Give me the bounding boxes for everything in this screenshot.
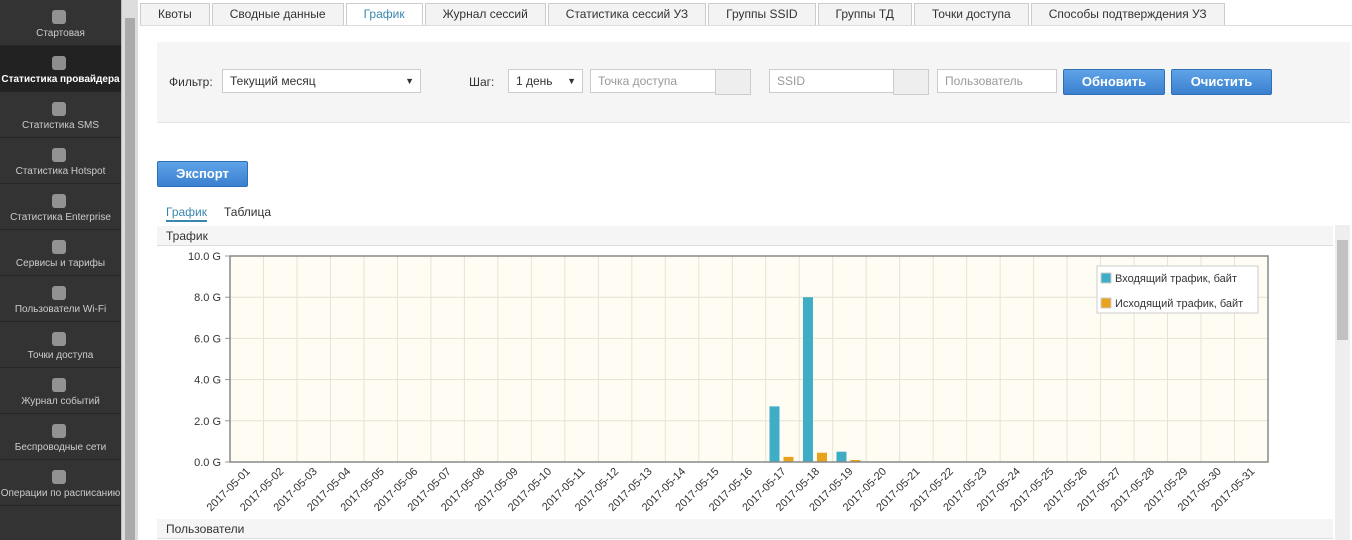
icon [52, 378, 66, 392]
content-scrollbar [1335, 225, 1350, 540]
tab[interactable]: Группы SSID [708, 3, 816, 25]
button-text: Экспорт [176, 166, 229, 181]
user-input[interactable]: Пользователь [937, 69, 1057, 93]
sidebar-label: Статистика SMS [22, 120, 99, 131]
sidebar-label: Стартовая [36, 28, 85, 39]
button-text: Очистить [1190, 74, 1253, 89]
access-point-button[interactable] [715, 69, 751, 95]
y-tick-label: 8.0 G [194, 292, 221, 304]
view-tab[interactable]: Таблица [224, 205, 272, 219]
tabs: Квоты Сводные данные График Журнал сессий Ст… [140, 3, 1352, 26]
y-tick-label: 2.0 G [194, 416, 221, 428]
legend-box [1096, 265, 1259, 314]
sidebar-item[interactable]: Статистика Hotspot [0, 138, 121, 184]
icon [52, 240, 66, 254]
bar [850, 459, 861, 462]
refresh-button[interactable]: Обновить [1063, 69, 1165, 95]
caret: ▼ [567, 76, 576, 86]
panel-header: Пользователи [157, 519, 1333, 539]
tab[interactable]: Группы ТД [817, 3, 912, 25]
bar [783, 456, 794, 462]
caret: ▼ [405, 76, 414, 86]
sidebar-item[interactable]: Статистика SMS [0, 92, 121, 138]
access-point-input[interactable]: Точка доступа [590, 69, 716, 93]
icon [52, 470, 66, 484]
clear-button[interactable]: Очистить [1171, 69, 1272, 95]
sidebar-label: Статистика провайдера [1, 74, 120, 85]
legend-swatch [1100, 272, 1112, 284]
export-button[interactable]: Экспорт [157, 161, 248, 187]
chart: 0.0 G2.0 G4.0 G6.0 G8.0 G10.0 G2017-05-0… [188, 251, 1269, 514]
step-select[interactable]: 1 день ▼ [508, 69, 583, 93]
legend-label: Исходящий трафик, байт [1115, 298, 1243, 310]
plot-background [230, 256, 1268, 462]
sidebar-label: Беспроводные сети [14, 442, 107, 453]
sidebar-label: Журнал событий [21, 396, 100, 407]
icon [52, 56, 66, 70]
y-tick-label: 0.0 G [194, 457, 221, 469]
period-value: Текущий месяц [230, 74, 316, 88]
sidebar-item[interactable]: Беспроводные сети [0, 414, 121, 460]
icon [52, 424, 66, 438]
icon [52, 332, 66, 346]
legend-swatch [1100, 297, 1112, 309]
sidebar-item[interactable]: Статистика провайдера [0, 46, 121, 92]
tab[interactable]: Точки доступа [913, 3, 1029, 25]
sidebar-item[interactable]: Стартовая [0, 0, 121, 46]
sidebar-label: Пользователи Wi-Fi [14, 304, 107, 315]
scroll-thumb [125, 18, 135, 540]
sidebar-item[interactable]: Журнал событий [0, 368, 121, 414]
sidebar: Стартовая Статистика провайдера Статистика… [0, 0, 121, 540]
view-tab[interactable]: График [166, 205, 207, 222]
sidebar-item[interactable]: Операции по расписанию [0, 460, 121, 506]
sidebar-item[interactable]: Пользователи Wi-Fi [0, 276, 121, 322]
ssid-button[interactable] [893, 69, 929, 95]
tab[interactable]: Способы подтверждения УЗ [1030, 3, 1225, 25]
sidebar-item[interactable]: Статистика Enterprise [0, 184, 121, 230]
icon [52, 194, 66, 208]
icon [52, 148, 66, 162]
step-value: 1 день [516, 74, 553, 88]
panel-header: Трафик [157, 226, 1333, 246]
y-tick-label: 4.0 G [194, 375, 221, 387]
sidebar-label: Операции по расписанию [0, 488, 121, 499]
y-tick-label: 10.0 G [188, 251, 221, 263]
tab[interactable]: Квоты [140, 3, 210, 25]
icon [52, 102, 66, 116]
icon [52, 286, 66, 300]
sidebar-label: Точки доступа [27, 350, 94, 361]
placeholder: Точка доступа [598, 74, 678, 88]
tab[interactable]: Статистика сессий УЗ [547, 3, 707, 25]
legend-label: Входящий трафик, байт [1115, 273, 1237, 285]
placeholder: SSID [777, 74, 806, 88]
placeholder: Пользователь [945, 74, 1023, 88]
plot-border [229, 255, 1269, 463]
ssid-input[interactable]: SSID [769, 69, 894, 93]
tab[interactable]: Журнал сессий [424, 3, 546, 25]
filter-panel: Фильтр: Текущий месяц ▼ Шаг: 1 день ▼ Точк… [157, 42, 1350, 123]
period-select[interactable]: Текущий месяц ▼ [222, 69, 421, 93]
scroll-thumb [1337, 240, 1348, 340]
bar [816, 452, 827, 462]
tab[interactable]: Сводные данные [211, 3, 344, 25]
step-label: Шаг: [469, 75, 495, 89]
sidebar-scrollbar [121, 0, 138, 540]
sidebar-label: Статистика Enterprise [10, 212, 111, 223]
bar [836, 451, 847, 462]
sidebar-item[interactable]: Точки доступа [0, 322, 121, 368]
filter-label: Фильтр: [169, 75, 213, 89]
sidebar-label: Статистика Hotspot [15, 166, 106, 177]
bar [802, 297, 813, 462]
y-tick-label: 6.0 G [194, 333, 221, 345]
button-text: Обновить [1081, 74, 1147, 89]
sidebar-label: Сервисы и тарифы [15, 258, 106, 269]
sidebar-item[interactable]: Сервисы и тарифы [0, 230, 121, 276]
tab[interactable]: График [345, 3, 423, 25]
icon [52, 10, 66, 24]
bar [769, 406, 780, 462]
